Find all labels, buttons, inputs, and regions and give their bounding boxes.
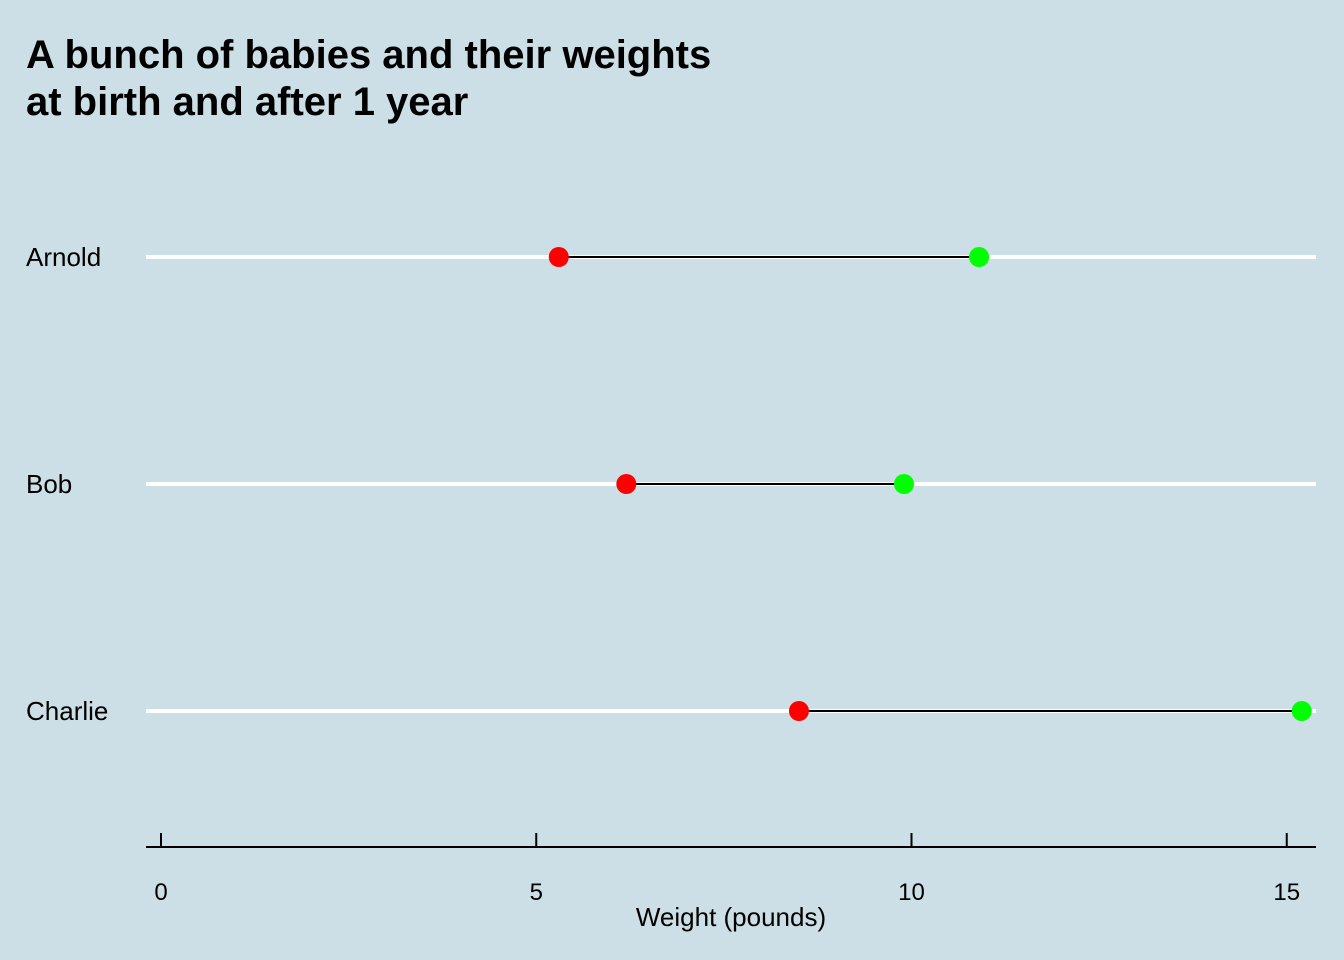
one-year-weight-point	[1291, 701, 1312, 721]
x-tick-label: 5	[530, 879, 543, 906]
one-year-weight-point	[969, 247, 990, 267]
chart-title-line-2: at birth and after 1 year	[26, 80, 468, 124]
chart-title-line-1: A bunch of babies and their weights	[26, 33, 711, 77]
category-label: Charlie	[26, 696, 108, 726]
one-year-weight-point	[893, 474, 914, 494]
category-labels: Arnold Bob Charlie	[26, 242, 108, 726]
dumbbell-segments	[558, 256, 1302, 712]
x-axis-title: Weight (pounds)	[636, 902, 826, 932]
data-points	[548, 247, 1312, 721]
category-label: Arnold	[26, 242, 101, 272]
birth-weight-point	[616, 474, 637, 494]
chart-title: A bunch of babies and their weights at b…	[26, 33, 711, 124]
category-label: Bob	[26, 469, 72, 499]
x-axis: 0 5 10 15	[146, 833, 1316, 906]
x-tick-label: 10	[898, 879, 925, 906]
birth-weight-point	[548, 247, 569, 267]
x-tick-label: 15	[1273, 879, 1300, 906]
birth-weight-point	[788, 701, 809, 721]
x-tick-label: 0	[154, 879, 167, 906]
